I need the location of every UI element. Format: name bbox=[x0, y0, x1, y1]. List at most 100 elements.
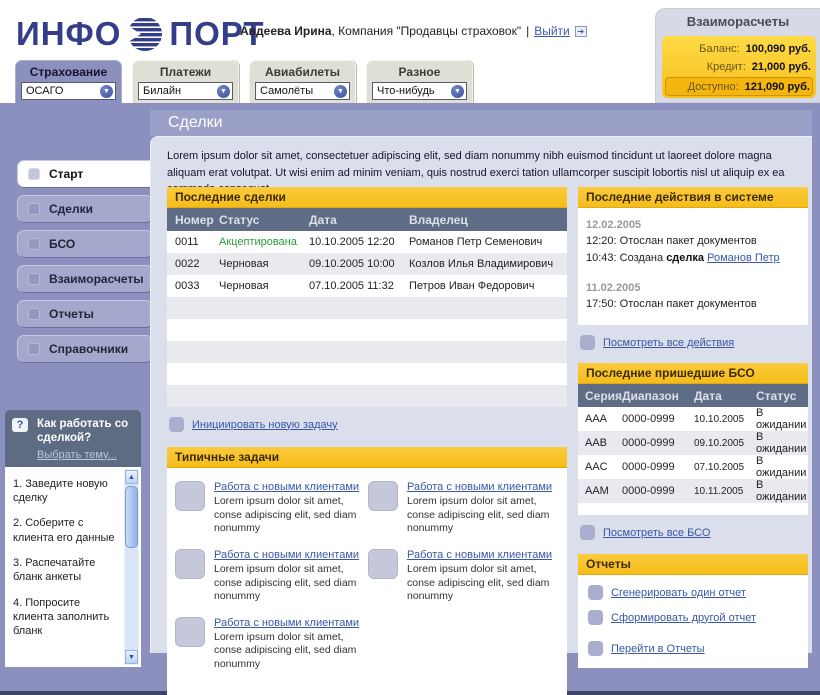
sidebar-item-reports[interactable]: Отчеты bbox=[17, 300, 153, 327]
task-link[interactable]: Работа с новыми клиентами bbox=[214, 548, 360, 561]
tab-insurance[interactable]: Страхование ОСАГО ▼ bbox=[15, 60, 122, 103]
sidebar-item-bso[interactable]: БСО bbox=[17, 230, 153, 257]
tab-label: Страхование bbox=[29, 65, 108, 79]
right-column: Последние действия в системе 12.02.2005 … bbox=[578, 187, 808, 668]
col-status: Статус bbox=[756, 388, 797, 403]
help-scrollbar[interactable]: ▲ ▼ bbox=[124, 468, 139, 665]
credit-row: Кредит: 21,000 руб. bbox=[667, 58, 811, 76]
deal-date: 07.10.2005 11:32 bbox=[309, 280, 394, 292]
scroll-down-icon[interactable]: ▼ bbox=[125, 649, 138, 664]
tab-label: Разное bbox=[398, 65, 441, 79]
action-text: Отослан пакет документов bbox=[619, 235, 757, 247]
sidebar-item-label: Сделки bbox=[49, 202, 93, 216]
bso-status: В ожидании bbox=[756, 431, 807, 455]
deal-status: Черновая bbox=[219, 280, 269, 292]
deals-section-header: Последние сделки bbox=[167, 187, 567, 208]
payments-select[interactable]: Билайн ▼ bbox=[138, 82, 233, 100]
user-info: Авдеева Ирина, Компания "Продавцы страхо… bbox=[240, 24, 587, 38]
airtickets-select[interactable]: Самолёты ▼ bbox=[255, 82, 350, 100]
bso-series: AAB bbox=[585, 437, 608, 449]
view-all-actions-link[interactable]: Посмотреть все действия bbox=[603, 336, 735, 349]
tab-airtickets[interactable]: Авиабилеты Самолёты ▼ bbox=[249, 60, 356, 103]
view-all-bso-link[interactable]: Посмотреть все БСО bbox=[603, 526, 711, 539]
task-desc: Lorem ipsum dolor sit amet, conse adipis… bbox=[214, 630, 357, 671]
table-row[interactable]: 0011 Акцептирована 10.10.2005 12:20 Рома… bbox=[167, 231, 567, 253]
help-step: 2. Соберите с клиента его данные bbox=[13, 517, 115, 544]
bso-date: 10.11.2005 bbox=[694, 485, 744, 497]
bullet-icon bbox=[28, 308, 40, 320]
col-status: Статус bbox=[219, 212, 260, 227]
logout-link[interactable]: Выйти bbox=[534, 24, 570, 38]
tab-label: Платежи bbox=[159, 65, 212, 79]
bso-table-header: Серия Диапазон Дата Статус bbox=[578, 384, 808, 407]
deal-owner-link[interactable]: Романов Петр bbox=[707, 252, 780, 264]
task-desc: Lorem ipsum dolor sit amet, conse adipis… bbox=[214, 562, 357, 603]
bso-date: 09.10.2005 bbox=[694, 437, 745, 449]
list-item: Работа с новыми клиентами Lorem ipsum do… bbox=[175, 481, 368, 536]
user-name: Авдеева Ирина bbox=[240, 24, 332, 38]
action-time: 17:50: bbox=[586, 298, 617, 310]
chevron-down-icon[interactable]: ▼ bbox=[451, 84, 464, 98]
table-row[interactable]: 0022 Черновая 09.10.2005 10:00 Козлов Ил… bbox=[167, 253, 567, 275]
sidebar-item-directories[interactable]: Справочники bbox=[17, 335, 153, 362]
chevron-down-icon[interactable]: ▼ bbox=[217, 84, 230, 98]
view-icon bbox=[580, 335, 595, 350]
tab-payments[interactable]: Платежи Билайн ▼ bbox=[132, 60, 239, 103]
table-row[interactable]: AAB 0000-0999 09.10.2005 В ожидании bbox=[578, 431, 808, 455]
tab-misc[interactable]: Разное Что-нибудь ▼ bbox=[366, 60, 473, 103]
action-time: 12:20: bbox=[586, 235, 617, 247]
balance-label: Баланс: bbox=[699, 43, 740, 55]
sidebar-item-start[interactable]: Старт bbox=[17, 160, 159, 187]
generate-report-link[interactable]: Сгенерировать один отчет bbox=[611, 586, 746, 599]
task-link[interactable]: Работа с новыми клиентами bbox=[214, 616, 360, 629]
table-row-empty bbox=[167, 319, 567, 341]
deal-number: 0011 bbox=[175, 236, 199, 248]
available-value: 121,090 руб. bbox=[744, 80, 810, 93]
bso-section-header: Последние пришедшие БСО bbox=[578, 363, 808, 384]
new-task-link[interactable]: Инициировать новую задачу bbox=[192, 418, 338, 431]
report-row: Сформировать другой отчет bbox=[588, 610, 800, 625]
help-step: 1. Заведите новую сделку bbox=[13, 477, 108, 505]
deal-status: Акцептирована bbox=[219, 236, 297, 248]
content-area: Lorem ipsum dolor sit amet, consectetuer… bbox=[150, 136, 812, 695]
tasks-panel: Работа с новыми клиентами Lorem ipsum do… bbox=[167, 468, 567, 695]
chevron-down-icon[interactable]: ▼ bbox=[100, 84, 113, 98]
report-row: Сгенерировать один отчет bbox=[588, 585, 800, 600]
table-row[interactable]: AAM 0000-0999 10.11.2005 В ожидании bbox=[578, 479, 808, 503]
table-row[interactable]: 0033 Черновая 07.10.2005 11:32 Петров Ив… bbox=[167, 275, 567, 297]
chevron-down-icon[interactable]: ▼ bbox=[334, 84, 347, 98]
sidebar-item-settlements[interactable]: Взаиморасчеты bbox=[17, 265, 153, 292]
table-row[interactable]: AAC 0000-0999 07.10.2005 В ожидании bbox=[578, 455, 808, 479]
goto-reports-link[interactable]: Перейти в Отчеты bbox=[611, 642, 705, 655]
choose-topic-link[interactable]: Выбрать тему... bbox=[37, 448, 117, 461]
deal-number: 0033 bbox=[175, 280, 200, 292]
misc-select[interactable]: Что-нибудь ▼ bbox=[372, 82, 467, 100]
deal-owner: Козлов Илья Владимирович bbox=[409, 258, 554, 270]
scroll-up-icon[interactable]: ▲ bbox=[125, 469, 138, 484]
bso-status: В ожидании bbox=[756, 455, 807, 479]
task-link[interactable]: Работа с новыми клиентами bbox=[214, 481, 360, 493]
report-row: Перейти в Отчеты bbox=[588, 641, 800, 656]
bso-series: AAA bbox=[585, 413, 608, 425]
help-box-header: ? Как работать со сделкой? Выбрать тему.… bbox=[5, 410, 141, 467]
create-other-report-link[interactable]: Сформировать другой отчет bbox=[611, 611, 757, 624]
sidebar-item-deals[interactable]: Сделки bbox=[17, 195, 153, 222]
scrollbar-thumb[interactable] bbox=[125, 485, 138, 548]
credit-label: Кредит: bbox=[706, 61, 746, 73]
task-icon bbox=[368, 548, 398, 579]
page-title: Сделки bbox=[150, 110, 812, 136]
logo-text-right: ПОРТ bbox=[169, 15, 265, 52]
bso-series: AAC bbox=[585, 461, 608, 473]
balance-panel-title: Взаиморасчеты bbox=[686, 14, 790, 29]
tasks-section-header: Типичные задачи bbox=[167, 447, 567, 468]
insurance-select[interactable]: ОСАГО ▼ bbox=[21, 82, 116, 100]
logout-icon[interactable]: ➔ bbox=[574, 25, 587, 37]
task-link[interactable]: Работа с новыми клиентами bbox=[407, 548, 553, 561]
deal-date: 09.10.2005 10:00 bbox=[309, 258, 395, 270]
col-date: Дата bbox=[694, 388, 722, 403]
select-value: Самолёты bbox=[260, 85, 314, 97]
task-link[interactable]: Работа с новыми клиентами bbox=[407, 481, 553, 493]
col-number: Номер bbox=[175, 212, 214, 227]
table-row[interactable]: AAA 0000-0999 10.10.2005 В ожидании bbox=[578, 407, 808, 431]
